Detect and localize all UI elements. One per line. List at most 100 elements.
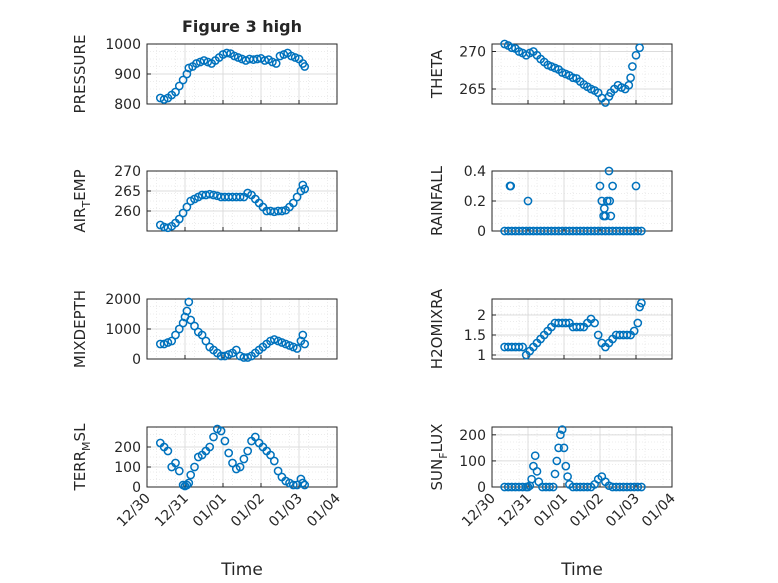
data-point: [629, 326, 639, 336]
data-point: [178, 75, 188, 85]
y-axis-label-subscript: F: [437, 452, 450, 458]
y-axis-label-main: AIR: [71, 208, 89, 233]
data-point: [182, 480, 192, 490]
data-point: [288, 198, 298, 208]
data-point: [277, 206, 287, 216]
y-axis-label: THETA: [428, 49, 446, 99]
y-axis-label-main: PRESSURE: [71, 35, 89, 114]
data-point: [174, 214, 184, 224]
axes-box: [491, 298, 673, 360]
data-point: [288, 480, 298, 490]
y-tick-label: 800: [114, 97, 141, 113]
data-point: [518, 342, 527, 352]
y-axis-label: PRESSURE: [71, 35, 89, 114]
data-point: [530, 451, 540, 461]
data-point: [633, 482, 643, 492]
data-point: [550, 469, 560, 479]
y-tick-label: 100: [459, 454, 486, 470]
data-point: [561, 318, 571, 328]
y-axis-label-tail: SL: [71, 423, 89, 442]
y-tick-label: 1000: [105, 322, 141, 338]
data-point: [298, 478, 308, 488]
y-tick-label: 265: [114, 184, 141, 200]
y-axis-label: TERRMSL: [71, 423, 93, 492]
data-point: [174, 81, 184, 91]
y-tick-label: 265: [459, 82, 486, 98]
data-point: [548, 482, 558, 492]
subplot-air_temp: 260 265 270 AIRTEMP: [71, 164, 338, 233]
y-tick-label: 0.4: [464, 164, 486, 180]
data-point: [209, 190, 218, 200]
data-point: [243, 446, 253, 456]
data-point: [575, 322, 585, 332]
data-point: [637, 482, 646, 492]
y-axis-label-main: TERR: [71, 451, 89, 492]
data-point: [171, 87, 180, 97]
data-point: [633, 318, 643, 328]
data-point: [271, 59, 281, 68]
data-point: [186, 315, 196, 325]
data-point: [300, 339, 310, 349]
data-point: [523, 196, 533, 206]
data-point: [561, 461, 571, 471]
y-axis-label-main: SUN: [428, 459, 446, 491]
y-tick-label: 1.5: [464, 328, 486, 344]
y-tick-label: 0: [132, 480, 141, 496]
y-tick-label: 0: [477, 224, 486, 240]
data-point: [637, 226, 646, 236]
y-axis-label: MIXDEPTH: [71, 290, 89, 368]
data-point: [292, 192, 302, 202]
data-point: [631, 181, 641, 191]
y-tick-label: 0: [477, 480, 486, 496]
data-point: [300, 184, 310, 194]
y-tick-label: 100: [114, 460, 141, 476]
data-point: [228, 458, 237, 468]
data-point: [606, 211, 616, 221]
data-point: [190, 462, 199, 472]
y-tick-label: 200: [114, 440, 141, 456]
data-point: [235, 462, 245, 472]
y-tick-label: 900: [114, 67, 141, 83]
y-tick-label: 0: [132, 352, 141, 368]
data-point: [631, 50, 641, 60]
data-point: [209, 432, 218, 442]
data-point: [184, 297, 194, 307]
chart-title: Figure 3 high: [182, 17, 302, 36]
data-point: [626, 73, 635, 83]
data-point: [635, 43, 644, 53]
data-point: [604, 166, 614, 176]
data-point: [300, 62, 310, 71]
data-point: [559, 443, 569, 453]
y-tick-label: 1: [477, 348, 486, 364]
y-axis-label-main: RAINFALL: [428, 165, 446, 236]
data-point: [563, 472, 572, 481]
y-axis-label-main: THETA: [428, 49, 446, 99]
y-tick-label: 2000: [105, 292, 141, 308]
data-point: [201, 336, 211, 346]
data-point: [182, 202, 192, 212]
data-point: [556, 430, 565, 440]
data-point: [222, 48, 232, 58]
x-axis-label: Time: [560, 560, 603, 580]
data-point: [583, 482, 592, 492]
data-point: [514, 342, 524, 352]
y-axis-label-main: MIXDEPTH: [71, 290, 89, 368]
y-tick-label: 260: [114, 204, 141, 220]
data-point: [250, 432, 260, 442]
data-point: [568, 73, 578, 83]
y-axis-label: RAINFALL: [428, 165, 446, 236]
axes-box: [146, 426, 338, 488]
data-point: [298, 330, 308, 340]
data-point: [184, 478, 194, 488]
subplot-theta: 265 270 THETA: [428, 39, 673, 107]
y-tick-label: 1000: [105, 37, 141, 53]
data-point: [506, 181, 516, 191]
y-axis-label-subscript: T: [80, 201, 93, 209]
y-axis-label-tail: EMP: [71, 169, 89, 200]
data-point: [190, 321, 199, 331]
data-point: [174, 466, 184, 476]
data-point: [635, 302, 644, 312]
